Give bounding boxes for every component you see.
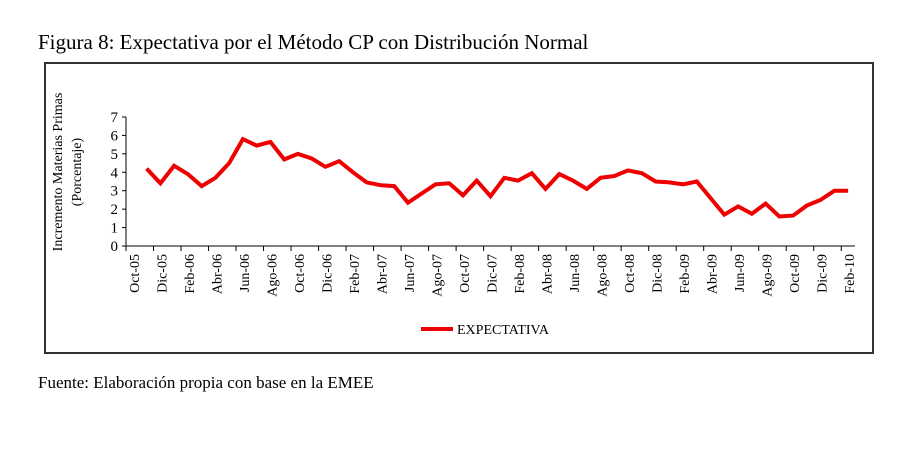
x-tick-label: Feb-08 <box>513 254 528 294</box>
x-tick-label: Ago-09 <box>760 254 775 297</box>
source-note: Fuente: Elaboración propia con base en l… <box>38 373 374 392</box>
x-tick-label: Oct-07 <box>458 254 473 293</box>
y-axis-title: Incremento Materias Primas <box>51 93 66 252</box>
x-tick-label: Feb-10 <box>843 254 858 294</box>
x-tick-label: Feb-09 <box>678 254 693 294</box>
series-line-expectativa <box>145 136 849 219</box>
x-tick-label: Oct-05 <box>128 254 143 293</box>
x-tick-label: Oct-08 <box>623 254 638 293</box>
x-tick-label: Abr-06 <box>210 254 225 294</box>
x-tick-label: Ago-08 <box>595 254 610 297</box>
x-tick-label: Ago-07 <box>430 254 445 297</box>
x-tick-label: Dic-06 <box>320 254 335 293</box>
y-tick-label: 1 <box>111 221 119 237</box>
x-tick-label: Jun-09 <box>733 254 748 292</box>
x-tick-label: Feb-06 <box>183 254 198 294</box>
y-axis-title: (Porcentaje) <box>70 137 85 206</box>
figure-title: Figura 8: Expectativa por el Método CP c… <box>38 30 589 54</box>
legend-label: EXPECTATIVA <box>457 323 550 338</box>
x-tick-label: Abr-09 <box>705 254 720 294</box>
x-tick-label: Abr-08 <box>540 254 555 294</box>
y-tick-label: 3 <box>111 184 119 200</box>
x-tick-label: Jun-07 <box>403 254 418 292</box>
x-tick-label: Ago-06 <box>265 254 280 297</box>
x-tick-label: Jun-06 <box>238 254 253 292</box>
x-tick-label: Dic-09 <box>816 254 831 293</box>
y-tick-label: 6 <box>111 128 119 144</box>
chart-frame <box>44 62 874 354</box>
y-tick-label: 5 <box>111 147 119 163</box>
x-tick-label: Dic-05 <box>155 254 170 293</box>
x-tick-label: Feb-07 <box>348 254 363 294</box>
x-tick-label: Dic-07 <box>485 254 500 293</box>
x-tick-label: Oct-06 <box>293 254 308 293</box>
x-tick-label: Oct-09 <box>788 254 803 293</box>
x-tick-label: Jun-08 <box>568 254 583 292</box>
x-tick-label: Dic-08 <box>650 254 665 293</box>
x-tick-label: Abr-07 <box>375 254 390 294</box>
y-tick-label: 2 <box>111 202 119 218</box>
y-tick-label: 0 <box>111 239 119 255</box>
y-tick-label: 4 <box>111 165 119 181</box>
y-tick-label: 7 <box>111 110 119 126</box>
